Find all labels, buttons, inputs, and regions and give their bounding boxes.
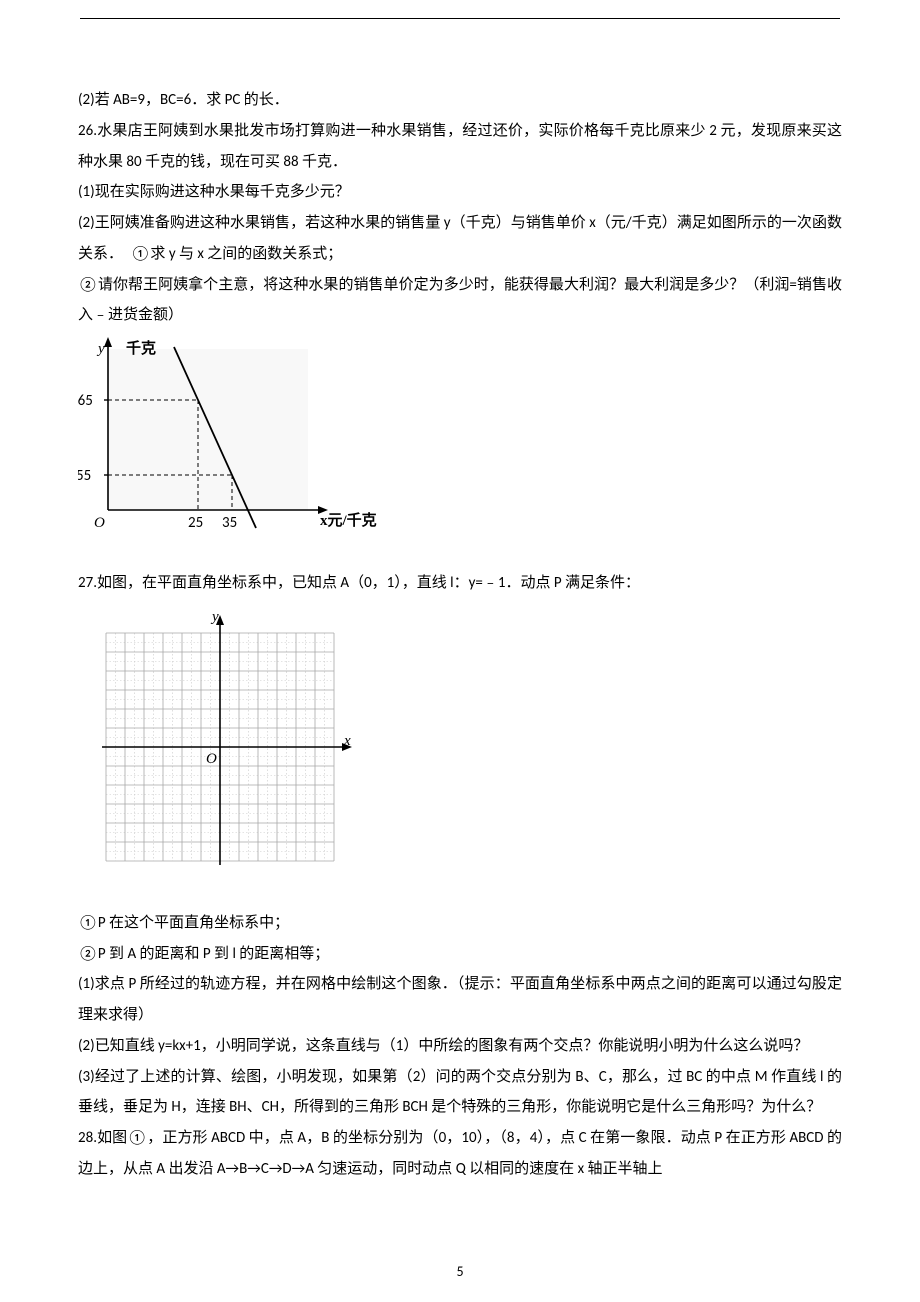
q26-p1: (1)现在实际购进这种水果每千克多少元？ [78, 177, 842, 208]
svg-text:x: x [343, 733, 351, 749]
top-rule [80, 18, 840, 19]
q27-grid-chart: y x O [84, 605, 842, 890]
svg-text:25: 25 [188, 514, 203, 532]
q26-p3: ②请你帮王阿姨拿个主意，将这种水果的销售单价定为多少时，能获得最大利润？最大利润… [78, 270, 842, 332]
q27-p3: (3)经过了上述的计算、绘图，小明发现，如果第（2）问的两个交点分别为 B、C，… [78, 1062, 842, 1124]
q27-stem: 27.如图，在平面直角坐标系中，已知点 A（0，1），直线 l：y=﹣1．动点 … [78, 568, 842, 599]
svg-text:y: y [96, 341, 105, 357]
q27-c1: ①P 在这个平面直角坐标系中； [78, 908, 842, 939]
svg-text:x元/千克: x元/千克 [320, 511, 377, 529]
q26-stem: 26.水果店王阿姨到水果批发市场打算购进一种水果销售，经过还价，实际价格每千克比… [78, 116, 842, 178]
q27-c2: ②P 到 A 的距离和 P 到 l 的距离相等； [78, 939, 842, 970]
svg-text:O: O [206, 751, 217, 767]
svg-text:35: 35 [222, 514, 237, 532]
q27-p1: (1)求点 P 所经过的轨迹方程，并在网格中绘制这个图象．（提示：平面直角坐标系… [78, 969, 842, 1031]
svg-text:165: 165 [78, 392, 93, 410]
q25-part2: (2)若 AB=9，BC=6．求 PC 的长． [78, 85, 842, 116]
svg-text:y: y [210, 609, 219, 625]
svg-text:O: O [94, 515, 105, 531]
q28-stem: 28.如图①，正方形 ABCD 中，点 A，B 的坐标分别为（0，10），（8，… [78, 1123, 842, 1185]
q27-p2: (2)已知直线 y=kx+1，小明同学说，这条直线与（1）中所绘的图象有两个交点… [78, 1031, 842, 1062]
q26-p2: (2)王阿姨准备购进这种水果销售，若这种水果的销售量 y（千克）与销售单价 x（… [78, 208, 842, 270]
page-number: 5 [0, 1263, 920, 1280]
svg-text:55: 55 [78, 467, 91, 485]
svg-text:千克: 千克 [126, 339, 156, 357]
q26-chart: 55 165 25 35 y 千克 Ox元/千克 [78, 335, 842, 550]
